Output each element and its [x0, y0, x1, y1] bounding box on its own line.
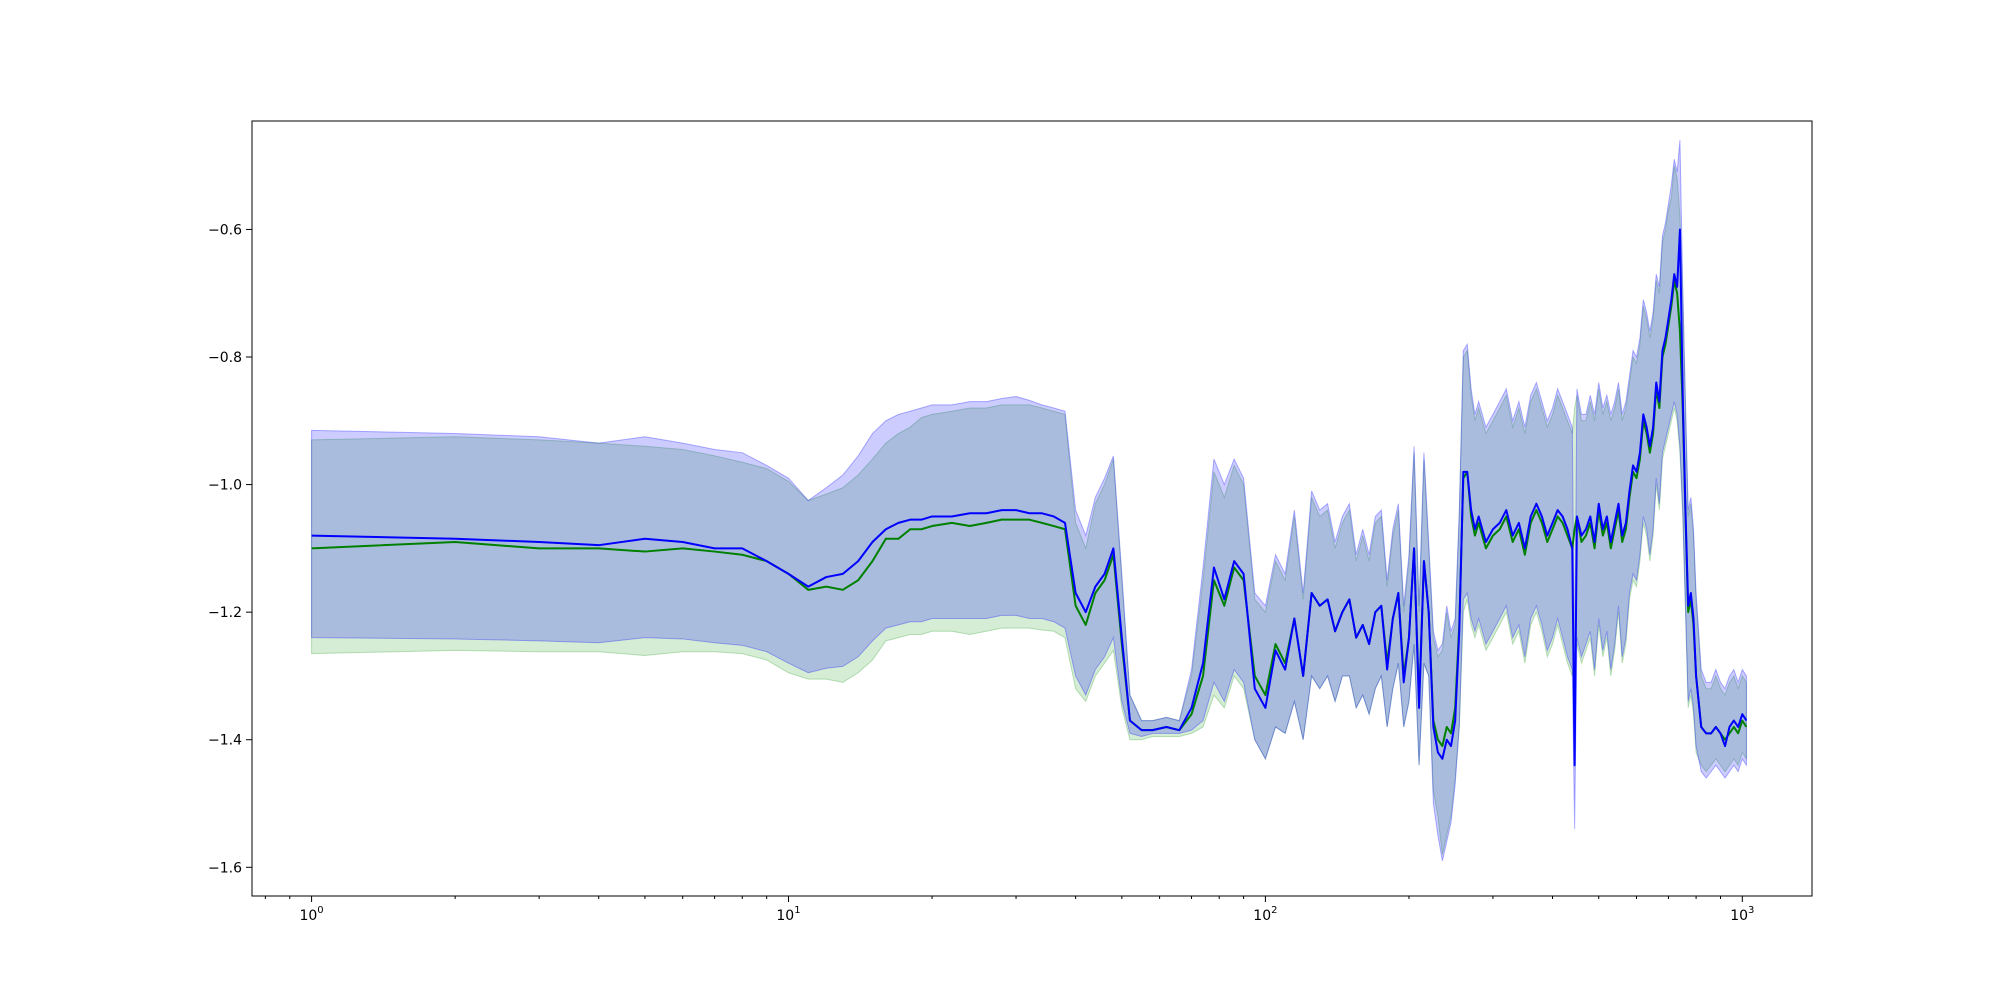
series-lines: [311, 228, 1748, 767]
confidence-bands: [311, 140, 1747, 862]
x-axis: 100 101 102 103: [264, 896, 1754, 924]
x-tick-label-base: 10: [776, 908, 794, 924]
x-tick-label-exponent: 0: [317, 905, 323, 916]
series-1-line: [311, 228, 1748, 767]
x-tick-label: 100: [299, 905, 323, 924]
x-tick-label-base: 10: [1730, 908, 1748, 924]
y-tick-label: −0.6: [208, 222, 242, 238]
x-tick-label: 103: [1730, 905, 1754, 924]
x-tick-label: 102: [1253, 905, 1277, 924]
y-tick-label: −1.0: [208, 478, 242, 494]
plot-area-frame: [251, 120, 1813, 897]
y-tick-label: −1.2: [208, 605, 242, 621]
y-tick-label: −1.6: [208, 860, 242, 876]
x-tick-label-exponent: 1: [794, 905, 800, 916]
x-tick-label-exponent: 2: [1271, 905, 1277, 916]
x-tick-label-base: 10: [1253, 908, 1271, 924]
series-1-band: [311, 140, 1747, 862]
x-tick-label: 101: [776, 905, 800, 924]
x-tick-label-base: 10: [299, 908, 317, 924]
y-axis: −0.6 −0.8 −1.0 −1.2 −1.4 −1.6: [208, 222, 252, 876]
y-tick-label: −1.4: [208, 733, 242, 749]
series-0-line: [311, 279, 1748, 748]
series-0-band: [311, 165, 1747, 855]
x-tick-label-exponent: 3: [1748, 905, 1754, 916]
y-tick-label: −0.8: [208, 350, 242, 366]
